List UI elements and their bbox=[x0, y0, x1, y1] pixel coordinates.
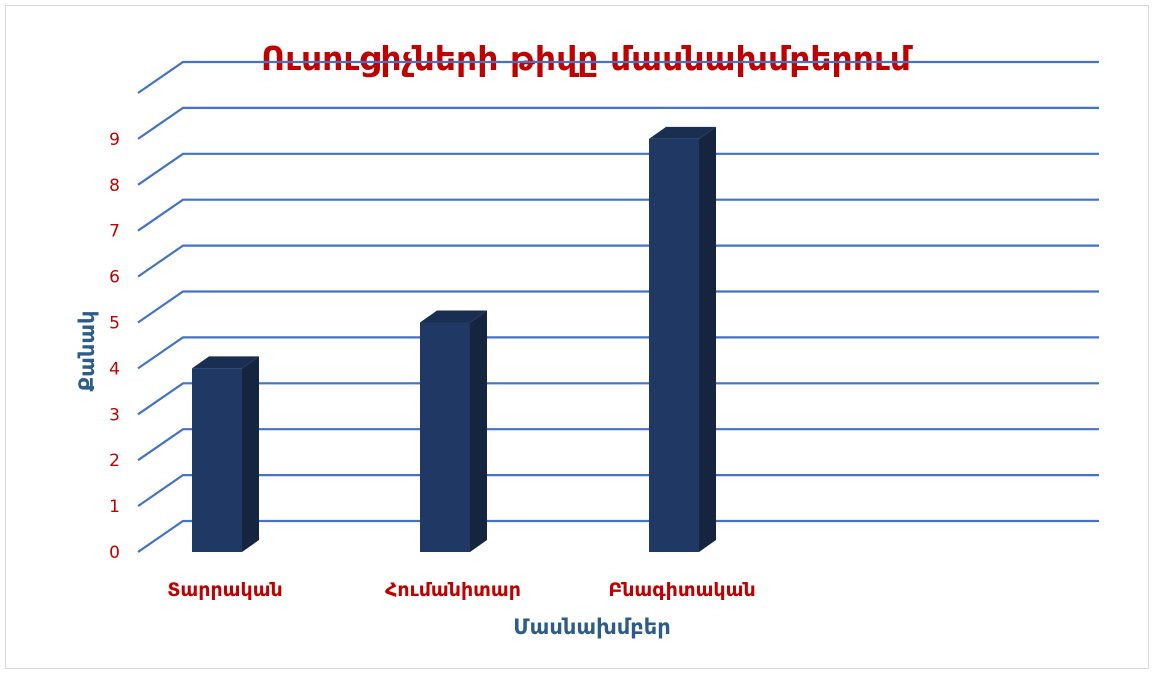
x-tick-label: Բնագիտական bbox=[608, 579, 755, 601]
y-tick-label: 0 bbox=[109, 543, 120, 563]
gridline bbox=[137, 382, 1099, 416]
gridline bbox=[137, 428, 1099, 462]
y-tick-label: 3 bbox=[109, 405, 120, 425]
gridline bbox=[137, 60, 1099, 94]
y-tick-label: 2 bbox=[109, 451, 120, 471]
gridline bbox=[137, 244, 1099, 278]
gridline bbox=[137, 474, 1099, 508]
bar bbox=[192, 368, 242, 552]
bar-top bbox=[649, 126, 716, 139]
bar-top bbox=[192, 356, 259, 369]
y-tick-label: 7 bbox=[109, 222, 120, 242]
chart-frame: Ուսուցիչների թիվը մասնախմբերում 0 1 2 3 4 5 6 7… bbox=[5, 5, 1149, 669]
bars bbox=[192, 126, 716, 553]
bar-side bbox=[242, 356, 259, 552]
y-tick-label: 6 bbox=[109, 268, 120, 288]
y-tick-label: 1 bbox=[109, 497, 120, 517]
gridline bbox=[137, 198, 1099, 232]
bar-chart: Ուսուցիչների թիվը մասնախմբերում 0 1 2 3 4 5 6 7… bbox=[75, 39, 1099, 639]
bar-side bbox=[699, 126, 716, 553]
bar-side bbox=[470, 310, 487, 552]
gridline bbox=[137, 336, 1099, 370]
y-tick-label: 5 bbox=[109, 314, 120, 334]
x-tick-label: Տարրական bbox=[167, 579, 283, 601]
y-axis-ticks: 0 1 2 3 4 5 6 7 8 9 bbox=[109, 130, 120, 563]
gridline bbox=[137, 106, 1099, 140]
chart-title: Ուսուցիչների թիվը մասնախմբերում bbox=[261, 39, 914, 78]
bar bbox=[420, 322, 470, 552]
y-tick-label: 9 bbox=[109, 130, 120, 150]
gridlines bbox=[137, 60, 1099, 553]
x-axis-title: Մասնախմբեր bbox=[513, 615, 670, 639]
y-axis-title: Քանակ bbox=[75, 310, 99, 391]
x-tick-label: Հումանիտար bbox=[385, 579, 521, 601]
bar bbox=[649, 138, 699, 552]
x-axis-ticks: Տարրական Հումանիտար Բնագիտական bbox=[167, 579, 755, 601]
gridline bbox=[137, 152, 1099, 186]
y-tick-label: 4 bbox=[109, 359, 120, 379]
y-tick-label: 8 bbox=[109, 176, 120, 196]
gridline bbox=[137, 290, 1099, 324]
gridline bbox=[137, 519, 1099, 553]
bar-top bbox=[420, 310, 487, 323]
